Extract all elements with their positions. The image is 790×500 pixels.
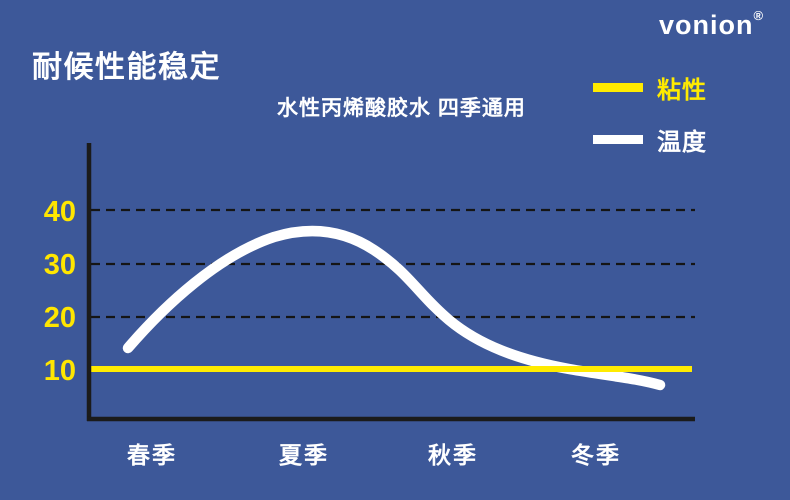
page-title: 耐候性能稳定	[32, 51, 221, 84]
x-axis-label-summer: 夏季	[279, 442, 329, 468]
y-axis-tick-10: 10	[43, 355, 76, 387]
legend-item-temperature: 温度	[593, 120, 707, 158]
legend-label-viscosity: 粘性	[657, 76, 707, 104]
chart-legend: 粘性 温度	[593, 68, 707, 172]
y-axis-tick-20: 20	[43, 302, 76, 334]
legend-item-viscosity: 粘性	[593, 68, 707, 106]
x-axis-label-winter: 冬季	[571, 442, 621, 468]
temperature-curve	[122, 225, 666, 391]
y-axis-tick-30: 30	[43, 249, 76, 281]
x-axis-label-spring: 春季	[127, 442, 177, 468]
temperature-line-swatch-icon	[593, 134, 643, 144]
chart-plot-area	[86, 143, 695, 422]
registered-trademark-icon: ®	[753, 8, 765, 23]
viscosity-line-swatch-icon	[593, 82, 643, 92]
chart-subtitle: 水性丙烯酸胶水 四季通用	[277, 97, 526, 120]
legend-label-temperature: 温度	[657, 128, 707, 156]
x-axis-label-autumn: 秋季	[428, 442, 478, 468]
brand-name: vonion	[659, 10, 754, 40]
brand-logo: vonion®	[659, 8, 764, 41]
y-axis-tick-40: 40	[43, 196, 76, 228]
